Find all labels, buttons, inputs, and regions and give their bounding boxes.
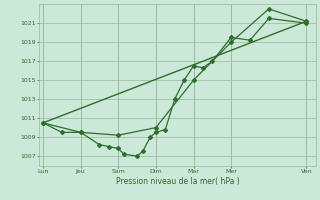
- X-axis label: Pression niveau de la mer( hPa ): Pression niveau de la mer( hPa ): [116, 177, 239, 186]
